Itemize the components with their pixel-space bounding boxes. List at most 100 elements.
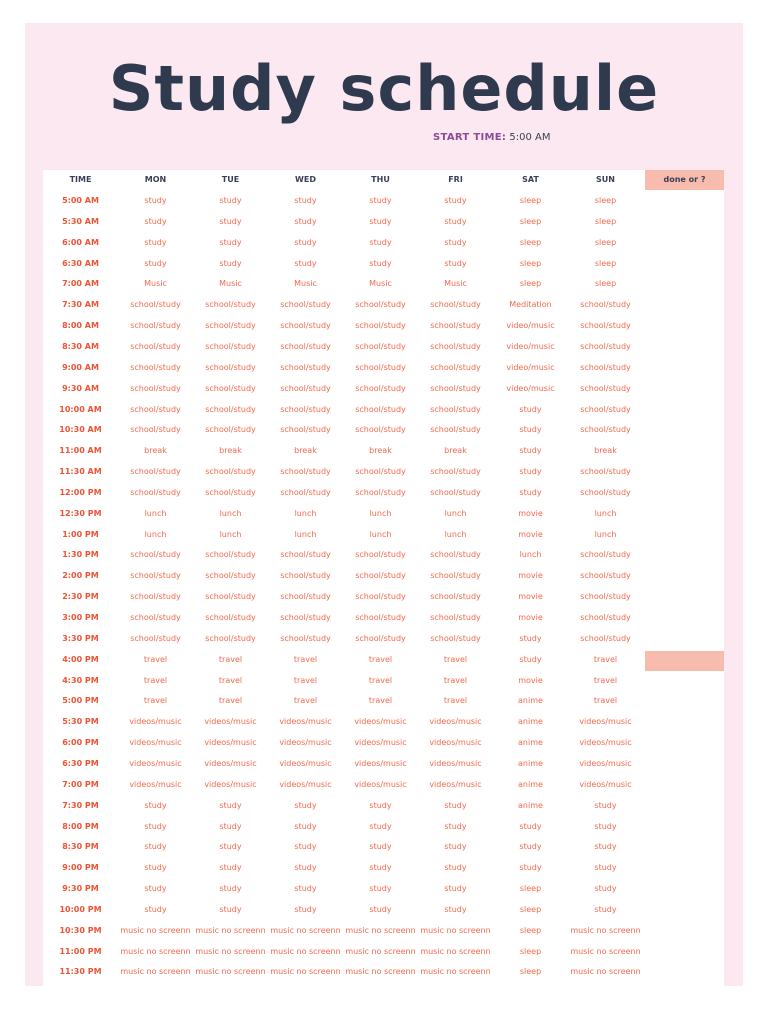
activity-cell[interactable]: lunch — [144, 508, 167, 518]
activity-cell[interactable]: sleep — [519, 196, 542, 205]
activity-cell[interactable]: school/study — [280, 300, 331, 310]
activity-cell[interactable]: study — [369, 800, 392, 810]
activity-cell[interactable]: school/study — [130, 404, 181, 414]
activity-cell[interactable]: travel — [143, 696, 168, 706]
activity-cell[interactable]: anime — [518, 738, 543, 748]
activity-cell[interactable]: study — [519, 842, 542, 852]
activity-cell[interactable]: school/study — [355, 362, 406, 372]
time-cell[interactable]: 6:30 PM — [62, 758, 99, 768]
activity-cell[interactable]: study — [594, 821, 617, 831]
activity-cell[interactable]: travel — [218, 696, 243, 706]
activity-cell[interactable]: lunch — [294, 508, 317, 518]
activity-cell[interactable]: videos/music — [354, 758, 407, 768]
activity-cell[interactable]: movie — [518, 592, 543, 602]
time-cell[interactable]: 5:00 PM — [62, 696, 99, 706]
activity-cell[interactable]: study — [294, 237, 317, 247]
activity-cell[interactable]: travel — [593, 696, 618, 706]
activity-cell[interactable]: school/study — [355, 571, 406, 581]
activity-cell[interactable]: school/study — [280, 571, 331, 581]
activity-cell[interactable]: Music — [219, 279, 242, 289]
activity-cell[interactable]: music no screenn — [270, 946, 341, 956]
activity-cell[interactable]: study — [369, 842, 392, 852]
activity-cell[interactable]: school/study — [580, 571, 631, 581]
activity-cell[interactable]: music no screenn — [570, 967, 641, 977]
activity-cell[interactable]: school/study — [580, 362, 631, 372]
activity-cell[interactable]: travel — [593, 675, 618, 685]
time-cell[interactable]: 6:00 PM — [62, 738, 99, 748]
activity-cell[interactable]: school/study — [130, 592, 181, 602]
activity-cell[interactable]: video/music — [506, 383, 555, 393]
activity-cell[interactable]: school/study — [130, 321, 181, 331]
activity-cell[interactable]: study — [219, 821, 242, 831]
activity-cell[interactable]: school/study — [430, 425, 481, 435]
activity-cell[interactable]: videos/music — [579, 738, 632, 748]
time-cell[interactable]: 3:30 PM — [62, 633, 99, 643]
activity-cell[interactable]: school/study — [130, 550, 181, 560]
activity-cell[interactable]: study — [444, 237, 467, 247]
start-time-value[interactable]: 5:00 AM — [509, 132, 551, 143]
time-cell[interactable]: 5:30 AM — [62, 216, 99, 226]
activity-cell[interactable]: study — [444, 821, 467, 831]
activity-cell[interactable]: videos/music — [354, 717, 407, 727]
activity-cell[interactable]: break — [594, 446, 617, 456]
activity-cell[interactable]: study — [144, 863, 167, 873]
activity-cell[interactable]: music no screenn — [345, 925, 416, 935]
activity-cell[interactable]: study — [369, 196, 392, 205]
activity-cell[interactable]: school/study — [280, 383, 331, 393]
activity-cell[interactable]: video/music — [506, 341, 555, 351]
activity-cell[interactable]: break — [294, 446, 317, 456]
activity-cell[interactable]: school/study — [355, 404, 406, 414]
activity-cell[interactable]: movie — [518, 571, 543, 581]
activity-cell[interactable]: school/study — [280, 321, 331, 331]
activity-cell[interactable]: movie — [518, 529, 543, 539]
activity-cell[interactable]: study — [444, 258, 467, 268]
activity-cell[interactable]: music no screenn — [195, 925, 266, 935]
activity-cell[interactable]: sleep — [594, 216, 617, 226]
activity-cell[interactable]: school/study — [205, 487, 256, 497]
activity-cell[interactable]: videos/music — [579, 779, 632, 789]
time-cell[interactable]: 12:30 PM — [59, 508, 102, 518]
time-cell[interactable]: 4:00 PM — [62, 654, 99, 664]
activity-cell[interactable]: video/music — [506, 362, 555, 372]
activity-cell[interactable]: videos/music — [204, 779, 257, 789]
activity-cell[interactable]: music no screenn — [420, 925, 491, 935]
activity-cell[interactable]: music no screenn — [420, 967, 491, 977]
activity-cell[interactable]: school/study — [580, 425, 631, 435]
activity-cell[interactable]: study — [444, 884, 467, 894]
activity-cell[interactable]: school/study — [430, 404, 481, 414]
activity-cell[interactable]: study — [294, 842, 317, 852]
activity-cell[interactable]: study — [144, 237, 167, 247]
activity-cell[interactable]: school/study — [355, 633, 406, 643]
activity-cell[interactable]: travel — [293, 654, 318, 664]
activity-cell[interactable]: school/study — [430, 467, 481, 477]
activity-cell[interactable]: study — [219, 237, 242, 247]
activity-cell[interactable]: movie — [518, 613, 543, 622]
activity-cell[interactable]: videos/music — [579, 758, 632, 768]
activity-cell[interactable]: study — [369, 863, 392, 873]
activity-cell[interactable]: travel — [443, 696, 468, 706]
activity-cell[interactable]: school/study — [580, 550, 631, 560]
activity-cell[interactable]: school/study — [205, 383, 256, 393]
activity-cell[interactable]: break — [369, 446, 392, 456]
activity-cell[interactable]: study — [294, 216, 317, 226]
activity-cell[interactable]: school/study — [205, 341, 256, 351]
activity-cell[interactable]: school/study — [280, 613, 331, 622]
activity-cell[interactable]: study — [369, 884, 392, 894]
activity-cell[interactable]: videos/music — [279, 779, 332, 789]
activity-cell[interactable]: school/study — [580, 633, 631, 643]
activity-cell[interactable]: break — [219, 446, 242, 456]
activity-cell[interactable]: break — [444, 446, 467, 456]
done-column[interactable] — [643, 170, 724, 986]
activity-cell[interactable]: school/study — [280, 550, 331, 560]
time-cell[interactable]: 10:00 AM — [59, 404, 102, 414]
activity-cell[interactable]: study — [594, 800, 617, 810]
activity-cell[interactable]: study — [144, 884, 167, 894]
activity-cell[interactable]: study — [219, 258, 242, 268]
activity-cell[interactable]: school/study — [355, 321, 406, 331]
time-cell[interactable]: 9:00 AM — [62, 362, 99, 372]
activity-cell[interactable]: school/study — [430, 592, 481, 602]
activity-cell[interactable]: school/study — [280, 404, 331, 414]
activity-cell[interactable]: school/study — [280, 467, 331, 477]
activity-cell[interactable]: study — [444, 904, 467, 914]
activity-cell[interactable]: sleep — [519, 967, 542, 977]
